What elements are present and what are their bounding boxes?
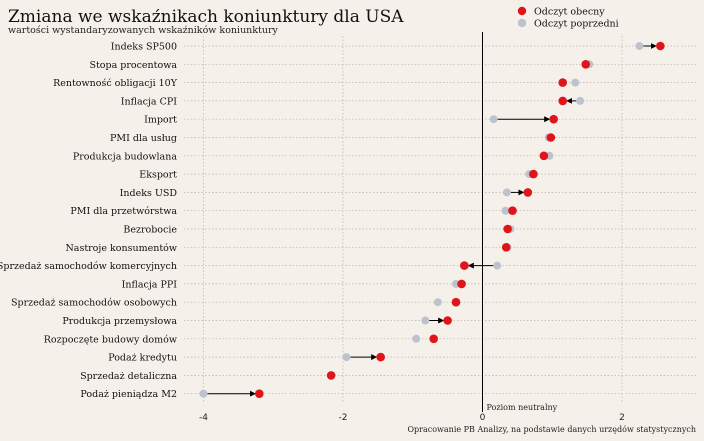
previous-reading-dot [342,353,351,362]
category-label: Sprzedaż detaliczna [80,371,177,382]
previous-reading-dot [635,42,644,50]
category-label: Import [144,115,177,126]
current-reading-dot [460,261,469,270]
category-label: Produkcja przemysłowa [62,316,177,327]
category-label: Inflacja PPI [122,279,178,290]
data-marks [199,41,665,399]
previous-reading-dot [571,78,580,87]
legend-swatch-current [517,6,527,16]
current-reading-dot [503,224,512,234]
category-label: Stopa procentowa [89,60,177,71]
legend-label-current: Odczyt obecny [534,7,605,18]
category-label: Sprzedaż samochodów komercyjnych [0,261,177,272]
category-label: Eksport [139,170,177,181]
chart-subtitle: wartości wystandaryzowanych wskaźników k… [8,25,279,36]
current-reading-dot [501,243,511,252]
category-label: PMI dla usług [110,133,177,144]
category-label: Indeks SP500 [111,42,177,53]
x-tick-label: -2 [339,413,348,423]
current-reading-dot [546,133,556,142]
category-label: Podaż pieniądza M2 [80,389,177,400]
category-label: Bezrobocie [123,225,177,236]
current-reading-dot [457,279,466,289]
source-note: Opracowanie PB Analizy, na podstawie dan… [407,425,696,434]
current-reading-dot [558,78,568,87]
previous-reading-dot [199,389,208,398]
current-reading-dot [326,371,336,380]
current-reading-dot [529,169,538,179]
category-label: Indeks USD [120,188,178,199]
category-label: Podaż kredytu [108,353,177,364]
current-reading-dot [443,316,452,325]
current-reading-dot [656,41,665,51]
category-label: Sprzedaż samochodów osobowych [11,298,177,309]
category-label: Produkcja budowlana [73,151,178,162]
category-labels: Indeks SP500 Stopa procentowa Rentowność o… [0,42,178,401]
category-label: Rentowność obligacji 10Y [53,78,178,89]
current-reading-dot [451,297,461,307]
previous-reading-dot [421,316,430,325]
previous-reading-dot [576,96,585,105]
category-label: Rozpoczęte budowy domów [44,334,177,345]
current-reading-dot [539,151,549,161]
current-reading-dot [523,188,533,197]
current-reading-dot [558,96,568,106]
previous-reading-dot [433,298,442,307]
previous-reading-dot [412,334,421,343]
grid-lines [184,36,696,403]
category-label: Nastroje konsumentów [65,243,177,254]
x-tick-label: -4 [199,413,208,423]
chart-title: Zmiana we wskaźnikach koniunktury dla US… [8,7,404,27]
current-reading-dot [508,206,517,215]
neutral-level-label: Poziom neutralny [487,403,558,412]
current-reading-dot [581,60,591,69]
x-tick-label: 0 [480,413,486,423]
category-label: Inflacja CPI [121,96,177,107]
current-reading-dot [549,114,558,124]
previous-reading-dot [502,188,511,197]
current-reading-dot [376,352,385,362]
legend-label-previous: Odczyt poprzedni [534,19,619,30]
x-tick-label: 2 [619,413,625,423]
legend-swatch-previous [517,18,527,28]
x-axis-ticks: -4 -2 0 2 [199,413,625,423]
legend: Odczyt obecny Odczyt poprzedni [517,6,619,30]
previous-reading-dot [501,206,510,215]
previous-reading-dot [493,261,502,270]
current-reading-dot [254,389,264,399]
previous-reading-dot [489,115,498,124]
category-label: PMI dla przetwórstwa [70,206,177,217]
current-reading-dot [429,334,438,344]
